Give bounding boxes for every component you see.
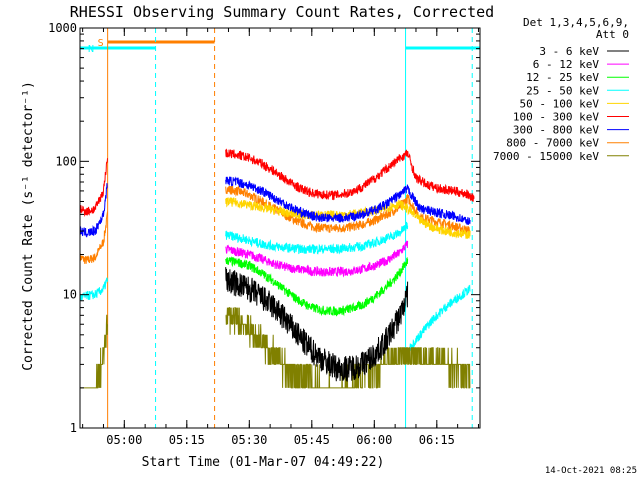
plot-frame xyxy=(79,27,481,429)
legend-header-line-1: Det 1,3,4,5,6,9, xyxy=(523,16,629,29)
series-line-3-seg-2 xyxy=(409,284,471,351)
chart-title: RHESSI Observing Summary Count Rates, Co… xyxy=(70,3,494,21)
series-line-8-seg-0 xyxy=(80,314,108,389)
legend-label-5: 100 - 300 keV xyxy=(513,111,599,124)
axes-layer: 1 10 100 1000 05:00 05:15 05:30 05:45 06:00 06:15 xyxy=(48,21,481,447)
x-tick-label-4: 06:00 xyxy=(356,433,392,447)
series-line-6-seg-0 xyxy=(80,183,108,238)
series-line-6-seg-1 xyxy=(225,176,471,226)
y-tick-label-1: 10 xyxy=(63,288,77,302)
series-line-2-seg-0 xyxy=(225,256,409,317)
flag-label-s: S xyxy=(98,38,104,49)
legend-label-6: 300 - 800 keV xyxy=(513,124,599,137)
flag-bars-layer: SN xyxy=(80,38,480,55)
legend-label-7: 800 - 7000 keV xyxy=(506,137,599,150)
series-line-5-seg-1 xyxy=(225,148,475,202)
y-tick-label-2: 100 xyxy=(55,154,77,168)
series-line-3-seg-0 xyxy=(80,277,108,301)
flag-label-n: N xyxy=(88,44,94,55)
series-line-8-seg-1 xyxy=(225,307,471,389)
legend-header-line-2: Att 0 xyxy=(596,28,629,41)
timestamp-label: 14-Oct-2021 08:25 xyxy=(545,466,637,476)
legend-label-0: 3 - 6 keV xyxy=(539,45,599,58)
y-axis-label: Corrected Count Rate (s⁻¹ detector⁻¹) xyxy=(21,81,36,371)
x-tick-label-0: 05:00 xyxy=(106,433,142,447)
y-tick-label-3: 1000 xyxy=(48,21,77,35)
series-layer xyxy=(80,148,475,389)
series-line-3-seg-1 xyxy=(225,221,409,255)
series-line-7-seg-0 xyxy=(80,211,108,264)
x-tick-label-5: 06:15 xyxy=(419,433,455,447)
series-line-0-seg-0 xyxy=(225,267,409,382)
legend-label-1: 6 - 12 keV xyxy=(533,58,600,71)
legend-label-4: 50 - 100 keV xyxy=(520,97,600,110)
x-tick-label-3: 05:45 xyxy=(294,433,330,447)
series-line-1-seg-0 xyxy=(225,240,409,278)
legend-label-2: 12 - 25 keV xyxy=(526,71,599,84)
x-tick-label-2: 05:30 xyxy=(231,433,267,447)
x-axis-label: Start Time (01-Mar-07 04:49:22) xyxy=(142,455,385,470)
legend-label-3: 25 - 50 keV xyxy=(526,84,599,97)
legend-label-8: 7000 - 15000 keV xyxy=(493,150,599,163)
x-tick-label-1: 05:15 xyxy=(169,433,205,447)
series-line-5-seg-0 xyxy=(80,158,108,218)
y-tick-label-0: 1 xyxy=(70,421,77,435)
